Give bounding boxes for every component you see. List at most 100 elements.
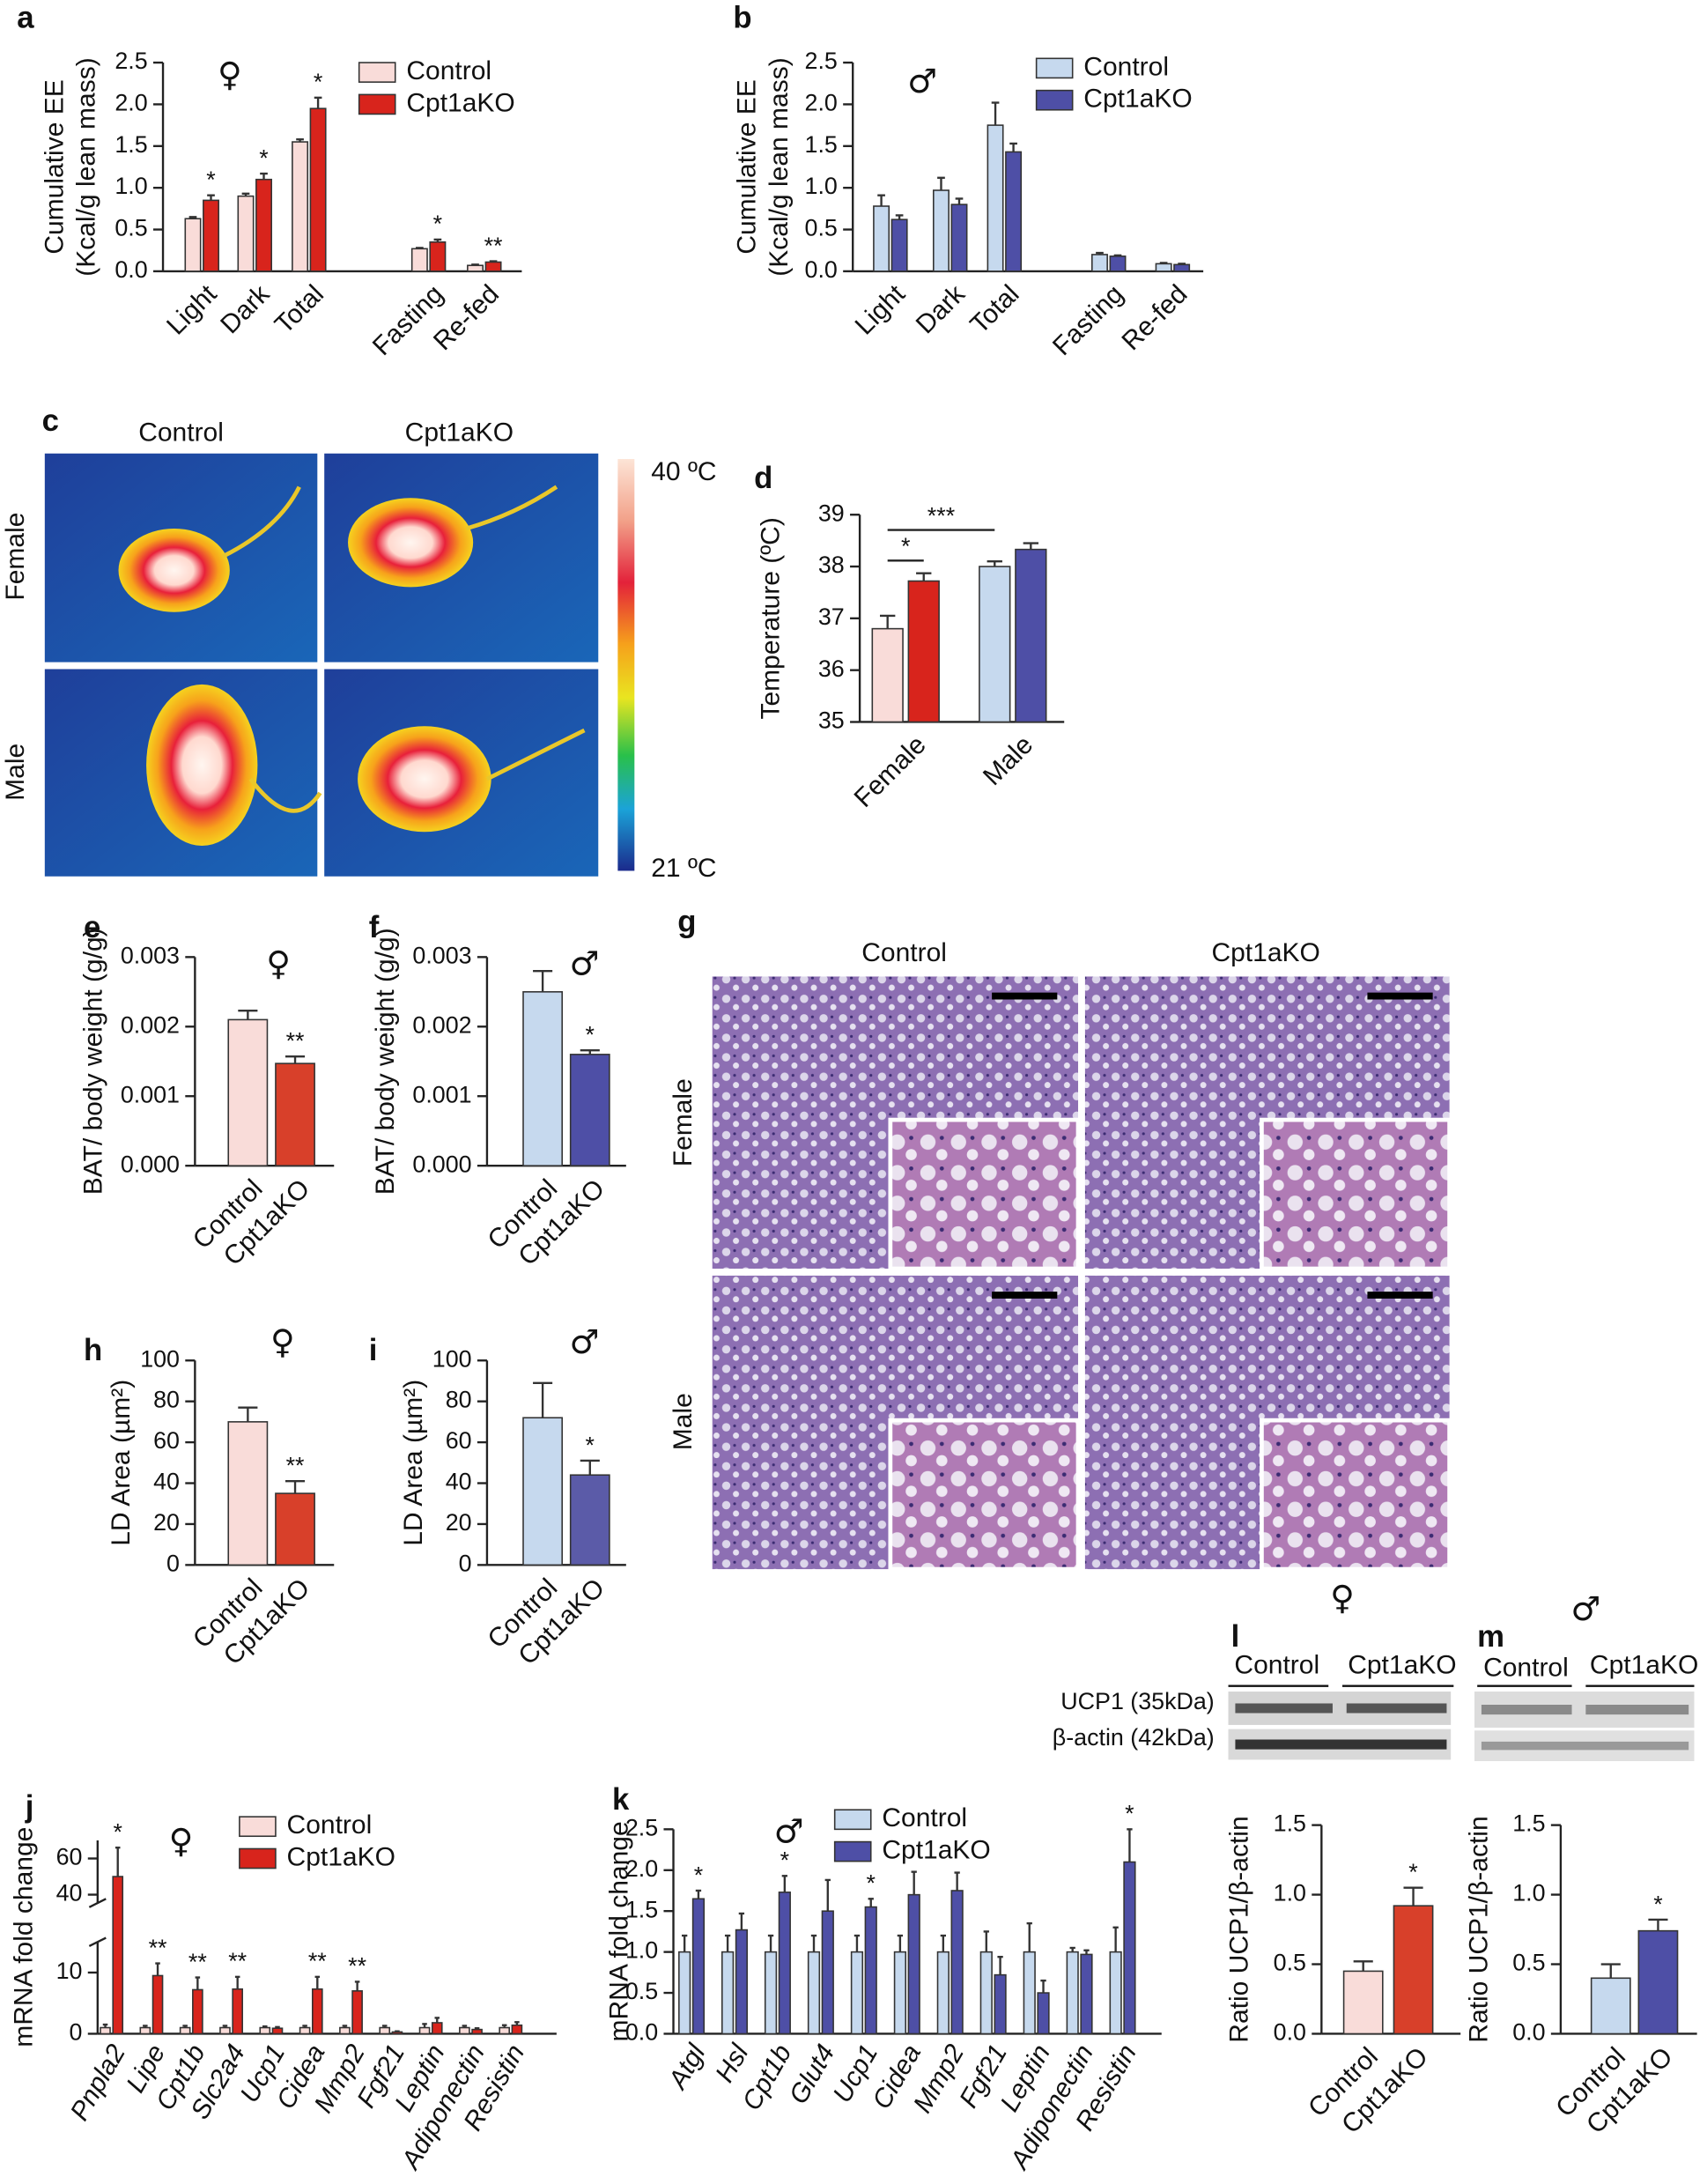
y-tick-label: 60 — [56, 1844, 83, 1870]
y-tick-label: 0.002 — [412, 1011, 471, 1038]
y-tick-label: 1.5 — [115, 131, 147, 158]
bar — [259, 2026, 271, 2035]
bar — [569, 1054, 610, 1166]
bar — [232, 1988, 243, 2035]
sex-symbol: ♀ — [266, 944, 291, 982]
y-tick-label: 37 — [818, 603, 845, 630]
bar — [1091, 254, 1108, 272]
y-tick-label: 0 — [459, 1550, 472, 1576]
y-tick-label: 0.0 — [115, 256, 147, 283]
y-tick-label: 20 — [446, 1509, 472, 1536]
y-tick-label: 0 — [70, 2019, 83, 2046]
panel-letter: c — [42, 404, 59, 438]
bar — [351, 1990, 363, 2035]
y-tick-label: 0.0 — [1274, 2019, 1306, 2046]
y-tick-label: 39 — [818, 500, 845, 526]
significance: ** — [149, 1935, 167, 1961]
legend-swatch — [239, 1847, 277, 1869]
y-tick-label: 1.5 — [1274, 1810, 1306, 1837]
y-tick-label: 0.5 — [1512, 1950, 1545, 1976]
bar — [471, 2028, 483, 2035]
y-tick-label: 0.000 — [121, 1151, 180, 1177]
bar — [890, 218, 908, 272]
inset-image — [1260, 1418, 1452, 1572]
column-label: Cpt1aKO — [1590, 1651, 1698, 1680]
bar — [1123, 1861, 1136, 2035]
column-label: Cpt1aKO — [405, 418, 514, 448]
y-tick-label: 40 — [56, 1880, 83, 1906]
bar — [299, 2026, 311, 2035]
significance: * — [694, 1862, 704, 1888]
panel-letter: i — [369, 1334, 378, 1367]
significance: * — [1125, 1801, 1134, 1827]
bar — [219, 2026, 231, 2035]
bar — [311, 1988, 323, 2035]
bar — [873, 205, 890, 272]
bar — [1109, 255, 1127, 272]
axis-break — [88, 1898, 107, 1908]
y-axis-label: Ratio UCP1/β-actin — [1225, 1816, 1254, 2042]
column-label: Control — [1483, 1654, 1569, 1683]
sex-symbol: ♀ — [1330, 1578, 1355, 1617]
bar — [907, 580, 940, 723]
mouse — [358, 726, 491, 833]
sex-symbol: ♂ — [569, 944, 599, 982]
bar — [237, 195, 255, 272]
legend-swatch — [833, 1840, 872, 1862]
y-tick-label: 38 — [818, 552, 845, 578]
bar — [459, 2026, 470, 2035]
significance: ** — [286, 1452, 305, 1478]
y-axis-label: LD Area (µm²) — [107, 1380, 136, 1546]
y-tick-label: 60 — [153, 1427, 180, 1454]
significance: * — [259, 144, 269, 171]
x-tick-label: Glut4 — [784, 2040, 840, 2109]
significance: * — [206, 167, 216, 193]
panel-letter: a — [17, 1, 34, 34]
panel-letter: j — [25, 1790, 34, 1824]
inset-image — [888, 1117, 1081, 1271]
y-tick-label: 0.5 — [625, 1978, 658, 2004]
x-tick-label: Fasting — [1047, 279, 1129, 361]
y-tick-label: 0.001 — [121, 1081, 180, 1107]
y-tick-label: 1.5 — [625, 1896, 658, 1922]
panel-letter: b — [733, 1, 751, 34]
significance: ** — [188, 1949, 207, 1975]
bar — [511, 2024, 523, 2035]
y-tick-label: 0.003 — [121, 942, 180, 968]
bar — [778, 1892, 791, 2035]
bar — [764, 1951, 778, 2035]
panel-g: g Control Cpt1aKO Female Male — [669, 906, 1452, 1572]
tail — [221, 485, 586, 813]
y-tick-label: 2.0 — [805, 90, 838, 116]
x-tick-label: Atgl — [662, 2039, 712, 2095]
column-label: Control — [861, 938, 947, 967]
bar — [255, 178, 272, 272]
bar — [1637, 1929, 1679, 2035]
panel-letter: f — [369, 911, 380, 944]
row-label: UCP1 (35kDa) — [1060, 1688, 1214, 1714]
y-tick-label: 40 — [446, 1469, 472, 1495]
y-tick-label: 100 — [432, 1345, 472, 1372]
sex-symbol: ♂ — [774, 1812, 804, 1851]
y-tick-label: 0.002 — [121, 1011, 180, 1038]
sex-symbol: ♂ — [569, 1322, 599, 1361]
significance: *** — [927, 502, 956, 529]
bar — [522, 1417, 563, 1566]
legend-swatch — [1035, 89, 1074, 111]
blot-l: Control Cpt1aKO UCP1 (35kDa) β-actin (42… — [1053, 1651, 1457, 1760]
panel-letter: m — [1477, 1620, 1504, 1654]
x-tick-label: Male — [978, 730, 1038, 791]
bar — [1173, 263, 1191, 272]
row-label: Male — [1, 744, 30, 801]
bar — [691, 1898, 706, 2035]
legend-label: Cpt1aKO — [406, 88, 514, 117]
bar — [139, 2026, 151, 2035]
sex-symbol: ♀ — [169, 1822, 194, 1861]
y-tick-label: 1.0 — [625, 1937, 658, 1964]
legend-swatch — [358, 93, 396, 115]
y-tick-label: 0.0 — [625, 2019, 658, 2046]
bar — [429, 241, 447, 272]
color-scale — [617, 459, 635, 871]
bar — [936, 1951, 950, 2035]
mouse — [146, 684, 258, 847]
